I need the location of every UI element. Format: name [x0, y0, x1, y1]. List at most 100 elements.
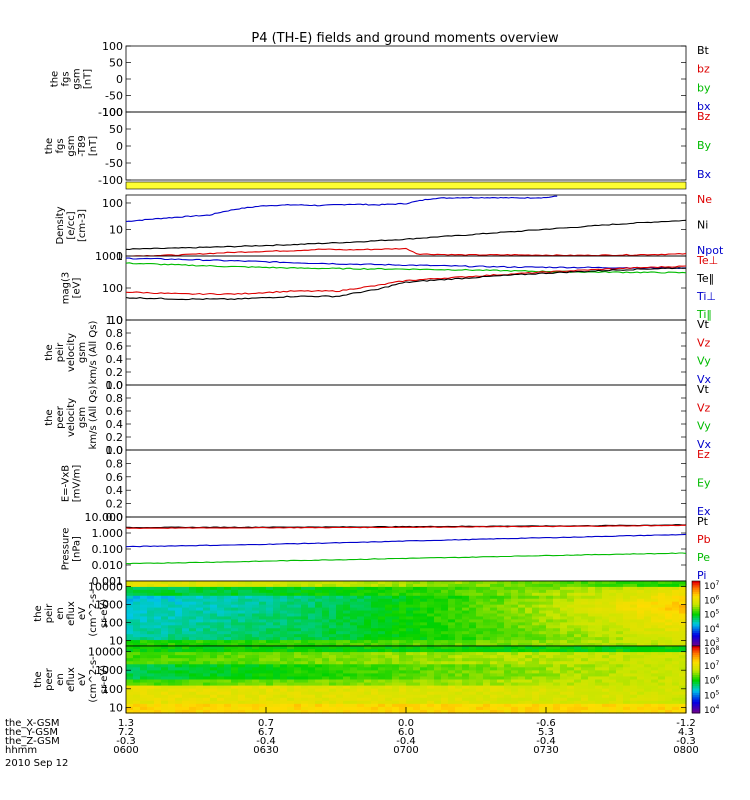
- spectrogram-cell: [539, 667, 547, 671]
- colorbar-segment: [692, 641, 700, 645]
- spectrogram-cell: [581, 652, 589, 656]
- spectrogram-cell: [140, 643, 148, 647]
- spectrogram-cell: [259, 637, 267, 641]
- spectrogram-cell: [504, 688, 512, 693]
- spectrogram-cell: [259, 709, 267, 714]
- spectrogram-cell: [147, 682, 155, 687]
- spectrogram-cell: [609, 598, 617, 603]
- spectrogram-cell: [147, 658, 155, 662]
- spectrogram-cell: [539, 709, 547, 714]
- spectrogram-cell: [196, 673, 204, 678]
- spectrogram-cell: [175, 607, 183, 612]
- spectrogram-cell: [406, 688, 414, 693]
- spectrogram-cell: [168, 598, 176, 603]
- spectrogram-cell: [588, 646, 596, 650]
- spectrogram-cell: [427, 646, 435, 650]
- spectrogram-cell: [378, 637, 386, 641]
- spectrogram-cell: [567, 589, 575, 594]
- spectrogram-cell: [497, 643, 505, 647]
- spectrogram-cell: [511, 625, 519, 629]
- spectrogram-cell: [567, 697, 575, 702]
- spectrogram-cell: [462, 697, 470, 702]
- y-axis-label-line: (cm^2-s-: [88, 590, 99, 637]
- legend-entry: Vx: [697, 438, 712, 451]
- spectrogram-cell: [147, 691, 155, 696]
- colorbar-segment: [692, 704, 700, 707]
- spectrogram-cell: [434, 604, 442, 609]
- spectrogram-cell: [259, 688, 267, 693]
- spectrogram-cell: [588, 595, 596, 600]
- spectrogram-cell: [210, 688, 218, 693]
- spectrogram-cell: [245, 631, 253, 635]
- spectrogram-cell: [343, 583, 351, 588]
- spectrogram-cell: [497, 581, 505, 585]
- spectrogram-cell: [252, 691, 260, 696]
- spectrogram-cell: [175, 709, 183, 714]
- spectrogram-cell: [644, 652, 652, 656]
- spectrogram-cell: [581, 583, 589, 588]
- legend-entry: Ni: [697, 219, 708, 232]
- spectrogram-cell: [392, 637, 400, 641]
- spectrogram-cell: [672, 616, 680, 621]
- spectrogram-cell: [504, 700, 512, 705]
- spectrogram-cell: [203, 703, 211, 708]
- spectrogram-cell: [371, 667, 379, 671]
- spectrogram-cell: [567, 631, 575, 635]
- spectrogram-cell: [392, 652, 400, 656]
- spectrogram-cell: [252, 586, 260, 591]
- spectrogram-cell: [679, 634, 687, 638]
- spectrogram-cell: [364, 658, 372, 662]
- spectrogram-cell: [294, 655, 302, 659]
- spectrogram-cell: [588, 703, 596, 708]
- spectrogram-cell: [245, 601, 253, 606]
- spectrogram-cell: [182, 640, 190, 644]
- spectrogram-cell: [427, 637, 435, 641]
- spectrogram-cell: [420, 601, 428, 606]
- spectrogram-cell: [616, 673, 624, 678]
- spectrogram-cell: [203, 676, 211, 681]
- spectrogram-cell: [287, 631, 295, 635]
- spectrogram-cell: [490, 667, 498, 671]
- spectrogram-cell: [322, 592, 330, 597]
- spectrogram-cell: [455, 706, 463, 711]
- spectrogram-cell: [448, 679, 456, 684]
- spectrogram-cell: [532, 646, 540, 650]
- spectrogram-cell: [322, 694, 330, 699]
- spectrogram-cell: [315, 679, 323, 684]
- spectrogram-cell: [448, 655, 456, 659]
- spectrogram-cell: [602, 589, 610, 594]
- spectrogram-cell: [266, 598, 274, 603]
- spectrogram-cell: [364, 640, 372, 644]
- spectrogram-cell: [448, 607, 456, 612]
- spectrogram-cell: [329, 676, 337, 681]
- spectrogram-cell: [287, 649, 295, 653]
- spectrogram-cell: [616, 703, 624, 708]
- spectrogram-cell: [336, 607, 344, 612]
- spectrogram-cell: [343, 709, 351, 714]
- spectrogram-cell: [630, 631, 638, 635]
- spectrogram-cell: [217, 586, 225, 591]
- spectrogram-cell: [175, 676, 183, 681]
- spectrogram-cell: [364, 661, 372, 665]
- spectrogram-cell: [511, 652, 519, 656]
- spectrogram-cell: [238, 619, 246, 623]
- spectrogram-cell: [371, 661, 379, 665]
- spectrogram-cell: [413, 595, 421, 600]
- spectrogram-cell: [539, 589, 547, 594]
- spectrogram-cell: [245, 637, 253, 641]
- spectrogram-cell: [455, 637, 463, 641]
- spectrogram-cell: [406, 631, 414, 635]
- spectrogram-cell: [154, 703, 162, 708]
- spectrogram-cell: [476, 676, 484, 681]
- spectrogram-cell: [161, 637, 169, 641]
- spectrogram-cell: [490, 592, 498, 597]
- spectrogram-cell: [609, 601, 617, 606]
- spectrogram-cell: [189, 679, 197, 684]
- spectrogram-cell: [441, 664, 449, 668]
- spectrogram-cell: [189, 691, 197, 696]
- spectrogram-cell: [175, 691, 183, 696]
- ephemeris-value: 0800: [673, 745, 698, 756]
- spectrogram-cell: [567, 622, 575, 626]
- legend-entry: Pt: [697, 515, 709, 528]
- spectrogram-cell: [196, 655, 204, 659]
